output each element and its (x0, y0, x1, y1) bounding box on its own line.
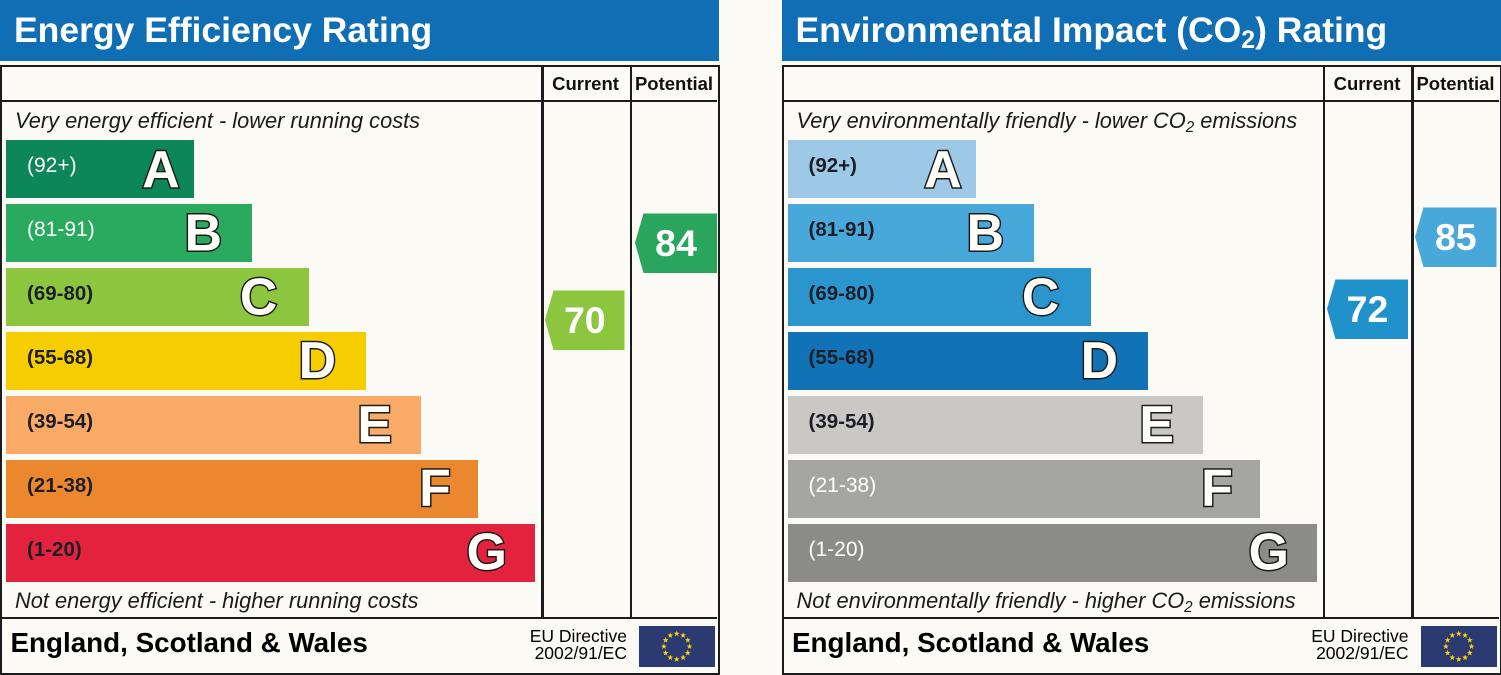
svg-text:70: 70 (564, 299, 606, 341)
svg-text:84: 84 (655, 222, 697, 264)
svg-text:72: 72 (1347, 288, 1389, 330)
svg-text:85: 85 (1435, 216, 1477, 258)
